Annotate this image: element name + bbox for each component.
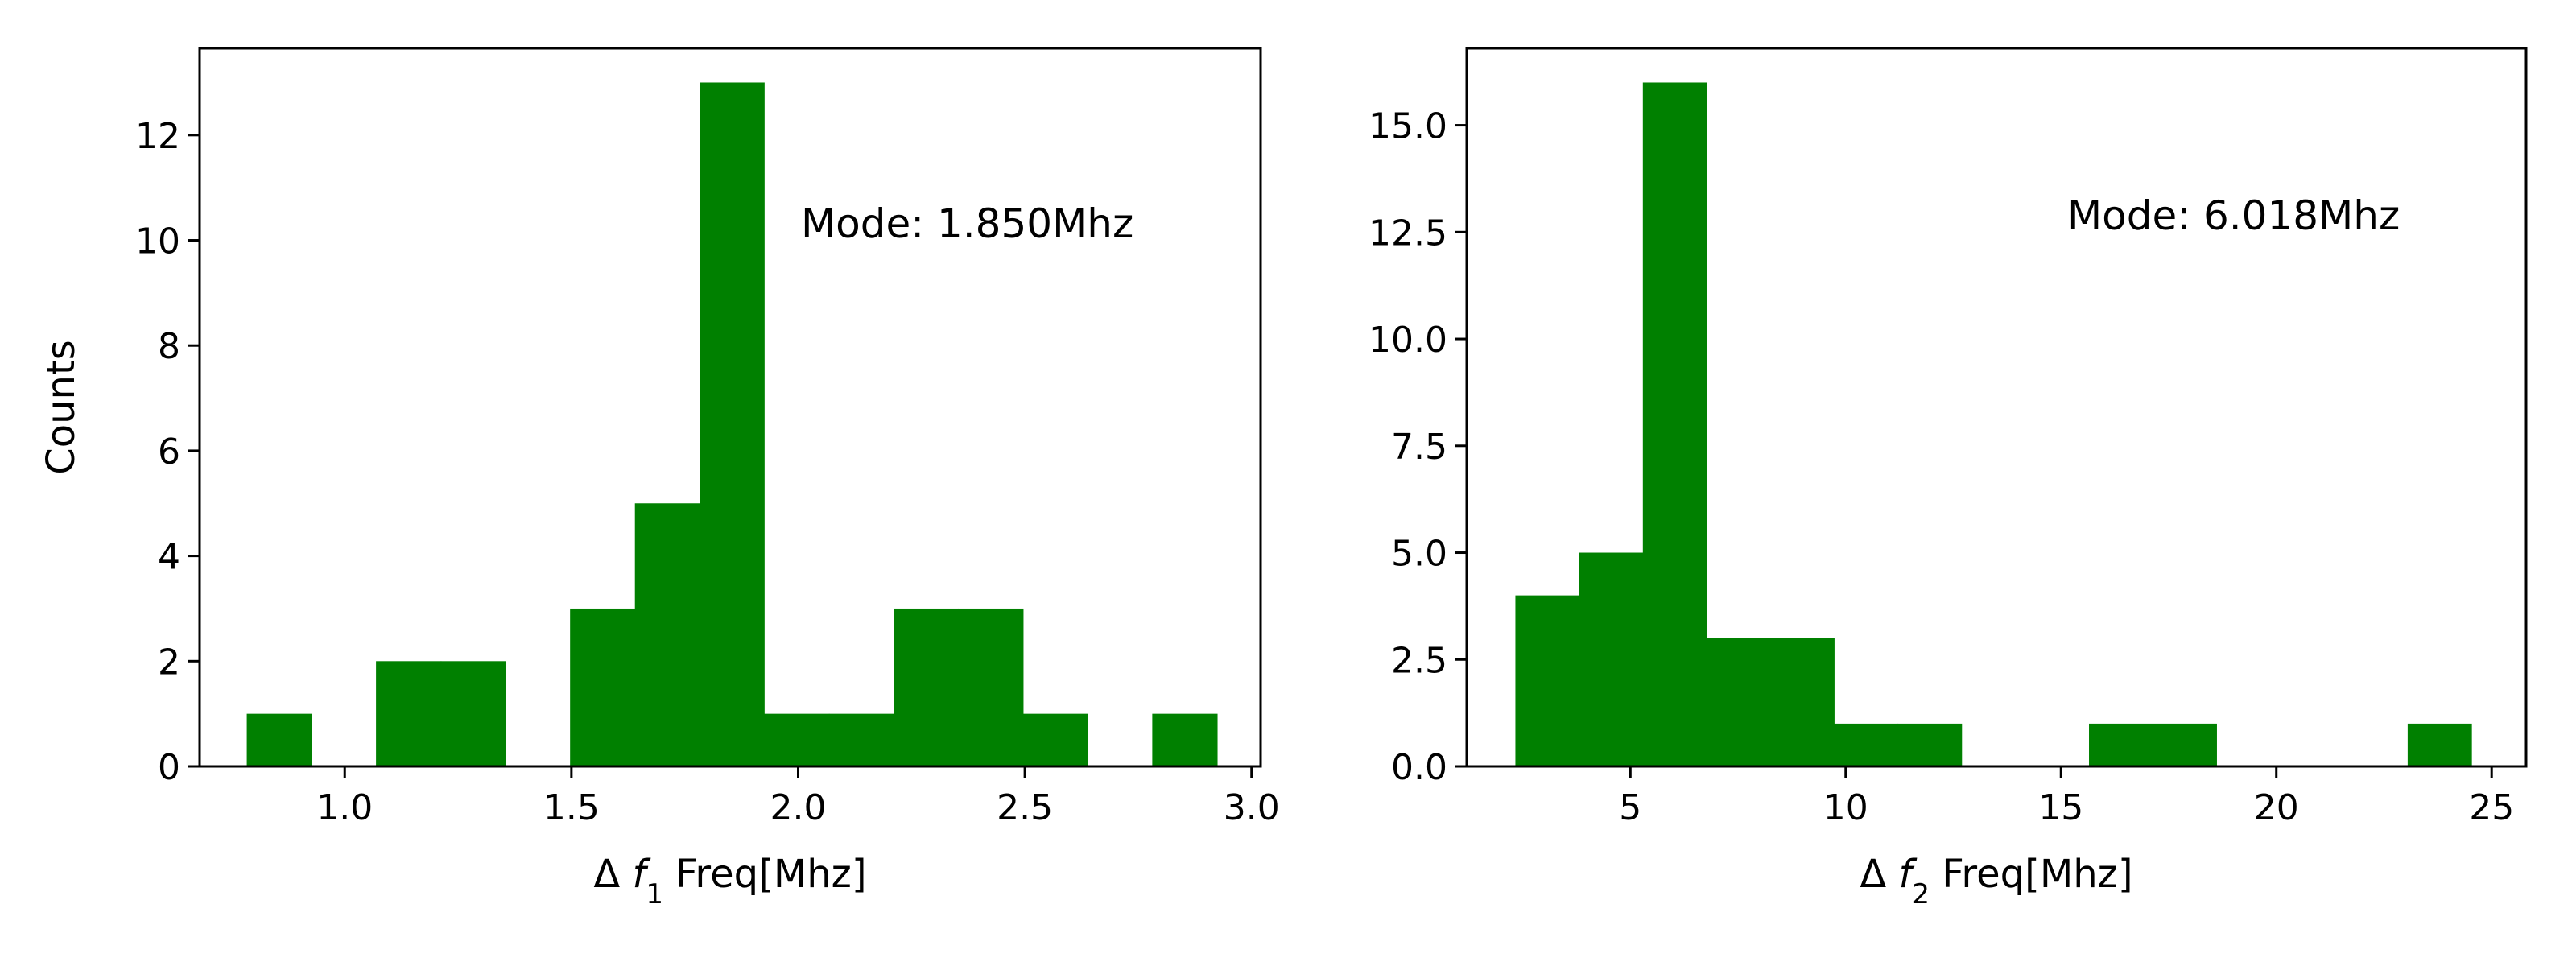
chart1-bar-11	[958, 608, 1024, 766]
chart2-bar-9	[2089, 723, 2153, 766]
chart1-bar-10	[894, 608, 959, 766]
chart1-ytick-label: 4	[158, 537, 180, 578]
chart1-xtick-label: 2.5	[997, 787, 1053, 828]
chart1-bar-7	[700, 82, 765, 766]
chart2-ytick-label: 2.5	[1391, 640, 1447, 681]
chart1-bar-2	[376, 661, 442, 766]
chart1-bar-3	[440, 661, 506, 766]
chart1-axes-frame	[198, 47, 1262, 768]
chart1-bar-6	[634, 503, 700, 766]
chart2-ytick-label: 5.0	[1391, 534, 1447, 575]
chart2-ytick-label: 12.5	[1368, 213, 1447, 254]
chart1-ytick-label: 12	[135, 116, 180, 157]
chart2-ytick-label: 7.5	[1391, 427, 1447, 468]
chart1-bar-9	[828, 713, 894, 766]
chart1-bar-14	[1152, 713, 1218, 766]
chart1-ytick-label: 10	[135, 221, 180, 262]
chart1-ylabel: Counts	[39, 340, 84, 475]
chart1-ytick-label: 0	[158, 747, 180, 788]
chart2-xtick-label: 15	[2038, 787, 2083, 828]
chart1-xtick-label: 1.0	[316, 787, 373, 828]
chart2-xtick-label: 25	[2469, 787, 2514, 828]
chart2-xtick-label: 20	[2254, 787, 2299, 828]
chart2-bar-6	[1897, 723, 1963, 766]
chart1-bar-8	[764, 713, 830, 766]
chart2-bar-1	[1579, 552, 1644, 766]
chart2-ytick-label: 0.0	[1391, 747, 1447, 788]
chart1-bar-12	[1022, 713, 1089, 766]
chart2-bar-2	[1642, 82, 1707, 766]
histogram-panel-right: 5 10 15 20 25 0.0 2.5 5.0 7.5 10.0 12.5 15.0 Δ f2 Fr…	[1368, 47, 2528, 910]
chart1-ytick-label: 8	[158, 326, 180, 367]
histogram-panel-left: 1.0 1.5 2.0 2.5 3.0 0 2 4 6 8 10 12 Δ f1 Freq[Mhz] Co…	[39, 47, 1280, 910]
chart1-bar-5	[570, 608, 636, 766]
chart2-bar-10	[2153, 723, 2217, 766]
chart1-ytick-label: 6	[158, 431, 180, 473]
chart2-bar-4	[1770, 638, 1835, 766]
chart2-bar-5	[1834, 723, 1899, 766]
chart2-ytick-label: 15.0	[1368, 106, 1447, 147]
chart1-xtick-label: 3.0	[1224, 787, 1280, 828]
chart1-bar-0	[246, 713, 312, 766]
chart2-xlabel: Δ f2 Freq[Mhz]	[1860, 852, 2132, 910]
chart1-mode-annotation: Mode: 1.850Mhz	[801, 200, 1133, 247]
chart2-mode-annotation: Mode: 6.018Mhz	[2067, 192, 2400, 239]
chart2-bar-14	[2407, 723, 2472, 766]
chart2-ytick-label: 10.0	[1368, 320, 1447, 361]
chart2-xtick-label: 10	[1823, 787, 1868, 828]
chart2-xtick-label: 5	[1619, 787, 1641, 828]
chart1-xlabel: Δ f1 Freq[Mhz]	[593, 852, 866, 910]
chart2-bar-3	[1706, 638, 1771, 766]
chart2-axes-frame	[1465, 47, 2528, 768]
chart1-ytick-label: 2	[158, 642, 180, 683]
chart1-xtick-label: 1.5	[543, 787, 600, 828]
chart1-xtick-label: 2.0	[770, 787, 826, 828]
chart2-bar-0	[1515, 595, 1580, 766]
